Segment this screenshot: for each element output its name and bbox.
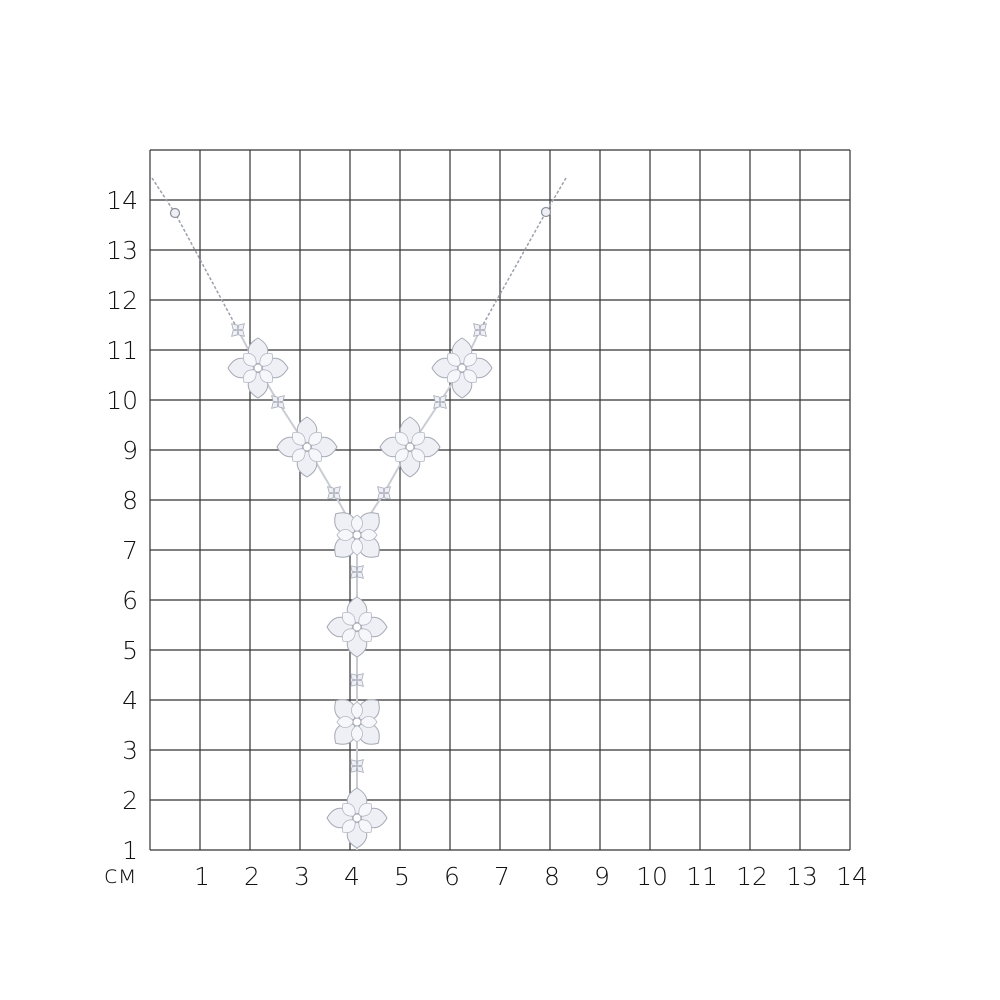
necklace-image (151, 177, 567, 850)
chain (479, 177, 567, 331)
x-tick-label: 8 (544, 862, 560, 891)
flower-pendant (326, 787, 388, 849)
y-tick-label: 6 (122, 586, 138, 615)
x-tick-label: 5 (394, 862, 410, 891)
x-tick-label: 11 (686, 862, 718, 891)
small-stone (350, 565, 364, 579)
small-stone (231, 323, 245, 337)
flower-pendant (334, 512, 380, 558)
y-tick-label: 9 (122, 436, 138, 465)
small-stone (350, 759, 364, 773)
y-tick-label: 11 (106, 336, 138, 365)
y-tick-label: 3 (122, 736, 138, 765)
flower-pendant (276, 416, 338, 478)
unit-label: см (104, 860, 137, 889)
y-tick-label: 4 (122, 686, 138, 715)
small-stone (433, 395, 447, 409)
flower-pendant (326, 596, 388, 658)
y-tick-label: 12 (106, 286, 138, 315)
x-tick-label: 1 (194, 862, 210, 891)
x-tick-label: 10 (636, 862, 668, 891)
flower-pendant (334, 699, 380, 745)
y-tick-label: 7 (122, 536, 138, 565)
x-tick-label: 6 (444, 862, 460, 891)
round-stone (169, 207, 181, 219)
x-tick-label: 14 (836, 862, 868, 891)
x-tick-label: 4 (344, 862, 360, 891)
small-stone (377, 486, 391, 500)
small-stone (327, 486, 341, 500)
y-tick-label: 10 (106, 386, 138, 415)
small-stone (350, 673, 364, 687)
cm-grid (149, 149, 851, 851)
x-tick-label: 12 (736, 862, 768, 891)
flower-pendant (431, 337, 493, 399)
small-stone (473, 323, 487, 337)
flower-pendant (379, 416, 441, 478)
x-tick-label: 9 (594, 862, 610, 891)
round-stone (540, 206, 552, 218)
y-tick-label: 8 (122, 486, 138, 515)
x-tick-label: 7 (494, 862, 510, 891)
x-tick-label: 3 (294, 862, 310, 891)
small-stone (271, 395, 285, 409)
y-tick-label: 14 (106, 186, 138, 215)
flower-pendant (227, 337, 289, 399)
chain (151, 177, 239, 331)
y-tick-label: 2 (122, 786, 138, 815)
y-tick-label: 13 (106, 236, 138, 265)
y-tick-label: 1 (122, 836, 138, 865)
x-tick-label: 13 (786, 862, 818, 891)
y-tick-label: 5 (122, 636, 138, 665)
x-tick-label: 2 (244, 862, 260, 891)
